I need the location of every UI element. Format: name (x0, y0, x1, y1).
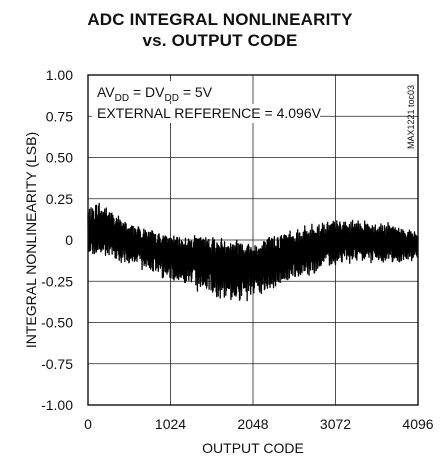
y-tick-label: 0.50 (46, 150, 73, 166)
ink-trace (87, 202, 419, 302)
x-axis-label: OUTPUT CODE (202, 440, 304, 456)
annotation-background (92, 81, 252, 101)
y-tick-label: 0 (65, 232, 73, 248)
annotation-part: = DV (129, 84, 165, 100)
y-tick-label: -0.75 (41, 356, 73, 372)
annotation-background (92, 104, 320, 123)
y-axis-label: INTEGRAL NONLINEARITY (LSB) (23, 132, 39, 348)
y-tick-label: -1.00 (41, 397, 73, 413)
reference-annotation: EXTERNAL REFERENCE = 4.096V (97, 105, 322, 121)
annotation-subscript: DD (165, 93, 179, 104)
plot-frame (87, 74, 419, 406)
annotation-part: = 5V (179, 84, 213, 100)
annotation-part: AV (97, 84, 115, 100)
chart-title: ADC INTEGRAL NONLINEARITY (87, 10, 353, 29)
y-tick-label: -0.25 (41, 273, 73, 289)
y-tick-label: 0.75 (46, 108, 73, 124)
x-tick-labels: 0 1024 2048 3072 4096 (84, 416, 434, 432)
chart-subtitle: vs. OUTPUT CODE (142, 31, 298, 50)
x-tick-label: 2048 (237, 416, 268, 432)
supply-voltage-annotation: AVDD = DVDD = 5V (97, 84, 213, 104)
x-tick-label: 0 (84, 416, 92, 432)
inl-series-line (87, 202, 419, 302)
annotation-subscript: DD (115, 93, 129, 104)
y-tick-label: -0.50 (41, 315, 73, 331)
y-tick-labels: 1.00 0.75 0.50 0.25 0 -0.25 -0.50 -0.75 -1.00 (41, 67, 73, 413)
x-tick-label: 4096 (402, 416, 433, 432)
y-tick-label: 1.00 (46, 67, 73, 83)
y-tick-label: 0.25 (46, 191, 73, 207)
figure-code: MAX1221 toc03 (406, 85, 416, 149)
x-tick-label: 1024 (155, 416, 186, 432)
x-tick-label: 3072 (320, 416, 351, 432)
